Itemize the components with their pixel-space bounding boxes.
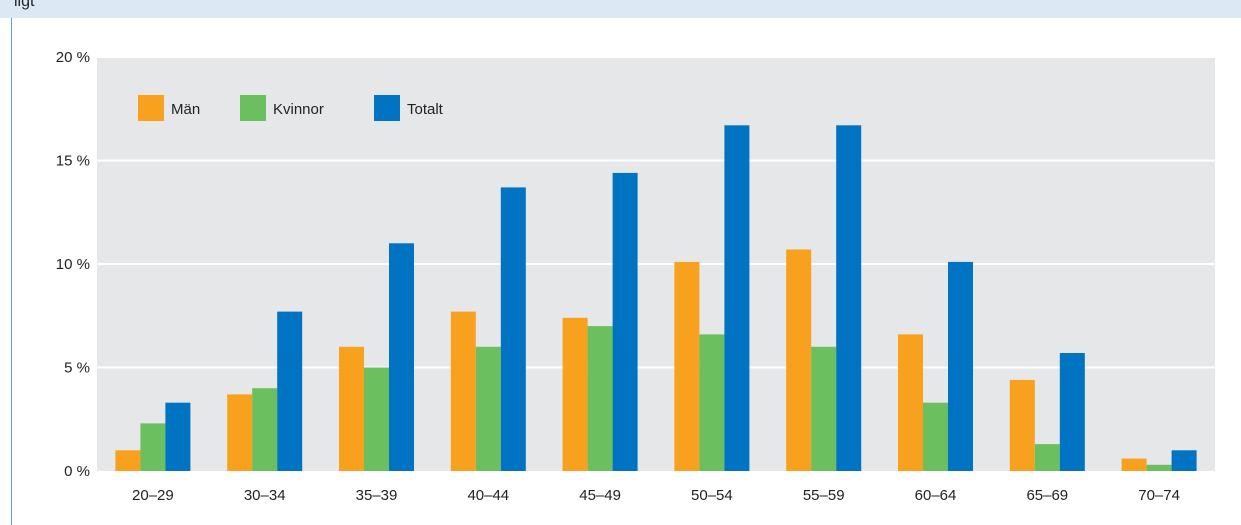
bar-totalt-40–44	[500, 187, 526, 471]
bar-totalt-50–54	[724, 125, 750, 471]
bar-män-55–59	[786, 249, 812, 471]
legend-swatch-män	[138, 95, 164, 121]
bar-kvinnor-70–74	[1146, 464, 1172, 471]
bar-totalt-35–39	[389, 243, 414, 471]
bar-kvinnor-20–29	[140, 423, 166, 471]
bar-män-20–29	[115, 450, 141, 471]
bar-män-65–69	[1009, 379, 1035, 471]
bar-kvinnor-60–64	[923, 402, 948, 471]
x-tick-label: 30–34	[244, 487, 286, 504]
x-tick-label: 35–39	[356, 487, 398, 504]
bar-kvinnor-65–69	[1034, 444, 1060, 471]
bar-män-50–54	[674, 261, 700, 471]
bar-kvinnor-40–44	[475, 346, 501, 471]
bar-kvinnor-45–49	[587, 326, 613, 471]
bar-kvinnor-55–59	[811, 346, 837, 471]
header-text: ligt	[14, 0, 35, 10]
bar-män-60–64	[898, 334, 923, 471]
x-tick-label: 20–29	[132, 487, 174, 504]
x-tick-label: 60–64	[915, 487, 957, 504]
bar-män-45–49	[562, 317, 588, 471]
x-tick-label: 40–44	[467, 487, 509, 504]
legend-label-kvinnor: Kvinnor	[273, 101, 324, 118]
y-tick-label: 5 %	[64, 360, 90, 377]
x-tick-label: 50–54	[691, 487, 733, 504]
y-tick-label: 20 %	[56, 49, 90, 66]
bar-totalt-70–74	[1171, 450, 1197, 471]
y-axis-labels: 0 % 5 % 10 % 15 % 20 %	[56, 49, 90, 480]
bar-totalt-55–59	[836, 125, 862, 471]
bar-män-40–44	[450, 311, 476, 471]
x-tick-label: 45–49	[579, 487, 621, 504]
legend: Män Kvinnor Totalt	[138, 95, 444, 121]
bar-totalt-65–69	[1059, 353, 1085, 471]
x-tick-label: 55–59	[803, 487, 845, 504]
bar-män-70–74	[1121, 458, 1147, 471]
bar-totalt-30–34	[277, 311, 303, 471]
header-band: ligt	[0, 0, 1241, 18]
frame-border	[11, 18, 12, 525]
legend-label-män: Män	[171, 101, 200, 118]
legend-label-totalt: Totalt	[407, 101, 444, 118]
x-tick-label: 70–74	[1138, 487, 1180, 504]
x-tick-label: 65–69	[1026, 487, 1068, 504]
x-axis-labels: 20–29 30–34 35–39 40–44 45–49 50–54 55–59 60–64…	[132, 487, 1180, 504]
bars	[115, 125, 1197, 472]
bar-kvinnor-35–39	[364, 367, 389, 471]
bar-män-35–39	[339, 346, 364, 471]
y-tick-label: 0 %	[64, 463, 90, 480]
bar-kvinnor-30–34	[252, 388, 278, 471]
y-tick-label: 15 %	[56, 153, 90, 170]
legend-swatch-kvinnor	[240, 95, 266, 121]
bar-totalt-45–49	[612, 172, 638, 472]
bar-kvinnor-50–54	[699, 334, 725, 471]
y-tick-label: 10 %	[56, 256, 90, 273]
bar-män-30–34	[227, 394, 253, 471]
legend-swatch-totalt	[374, 95, 400, 121]
bar-totalt-20–29	[165, 402, 191, 471]
bar-totalt-60–64	[948, 261, 973, 471]
